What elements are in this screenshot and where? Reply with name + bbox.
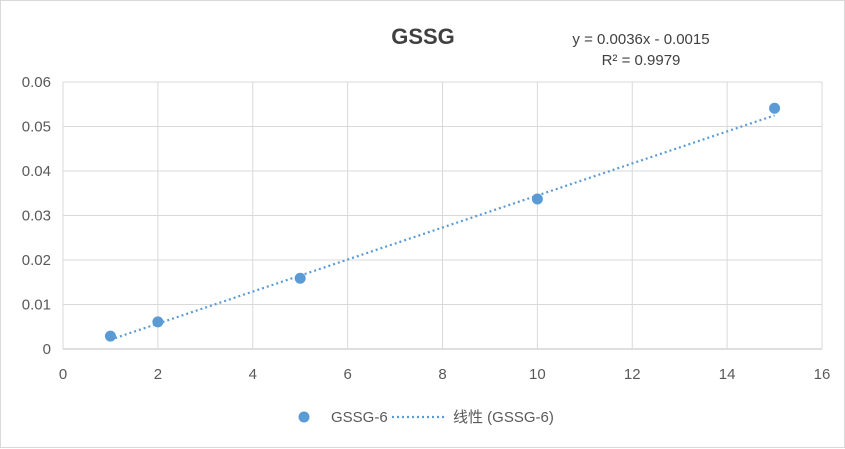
trendline: [110, 114, 775, 341]
trendline-path: [110, 114, 775, 341]
data-point: [152, 316, 164, 328]
legend-marker-icon: [298, 411, 310, 423]
y-axis-tick-labels: 0 0.01 0.02 0.03 0.04 0.05 0.06: [22, 74, 51, 358]
x-tick-label: 8: [438, 366, 446, 383]
data-point: [531, 193, 543, 205]
grid-lines: [62, 81, 823, 350]
trendline-equation: y = 0.0036x - 0.0015: [572, 31, 709, 48]
x-tick-label: 16: [814, 366, 831, 383]
data-point: [104, 330, 116, 342]
x-tick-label: 6: [343, 366, 351, 383]
y-tick-label: 0.06: [22, 74, 51, 91]
y-tick-label: 0.02: [22, 252, 51, 269]
legend-trendline-label: 线性 (GSSG-6): [453, 409, 554, 426]
chart-title: GSSG: [391, 24, 455, 49]
y-tick-label: 0.04: [22, 163, 51, 180]
y-tick-label: 0.05: [22, 119, 51, 136]
y-tick-label: 0: [43, 341, 51, 358]
x-tick-label: 4: [249, 366, 257, 383]
data-point: [769, 102, 781, 114]
x-tick-label: 14: [719, 366, 736, 383]
y-tick-label: 0.03: [22, 208, 51, 225]
trendline-r-squared: R² = 0.9979: [602, 52, 681, 69]
x-tick-label: 0: [59, 366, 67, 383]
legend-series-label: GSSG-6: [331, 409, 388, 426]
x-tick-label: 2: [154, 366, 162, 383]
x-tick-label: 12: [624, 366, 641, 383]
data-point: [294, 272, 306, 284]
y-tick-label: 0.01: [22, 297, 51, 314]
x-axis-tick-labels: 0 2 4 6 8 10 12 14 16: [59, 366, 831, 383]
x-tick-label: 10: [529, 366, 546, 383]
series-points: [104, 102, 781, 342]
legend: GSSG-6 线性 (GSSG-6): [298, 409, 554, 426]
